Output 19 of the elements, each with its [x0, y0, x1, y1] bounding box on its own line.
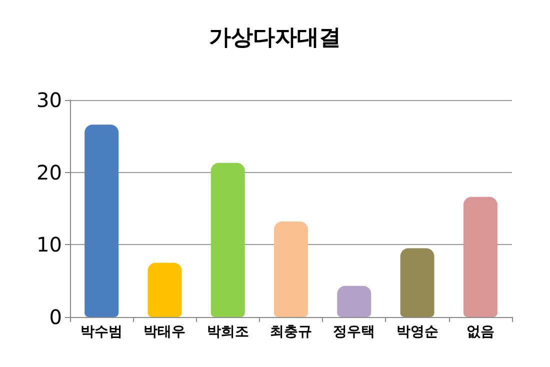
chart-title: 가상다자대결	[209, 26, 341, 50]
x-tick-label: 최충규	[270, 324, 312, 340]
x-tick-label: 박태우	[144, 324, 186, 340]
bar	[274, 222, 308, 317]
bar	[400, 248, 434, 317]
y-tick-label: 30	[36, 88, 62, 112]
y-tick-label: 0	[49, 305, 62, 329]
y-tick-label: 20	[36, 160, 62, 184]
bar	[148, 262, 182, 317]
bar	[84, 124, 119, 317]
x-tick-label: 박영순	[396, 324, 438, 340]
bar	[463, 196, 498, 317]
bar	[337, 286, 372, 317]
bar	[210, 162, 245, 317]
x-tick-label: 없음	[466, 324, 494, 340]
x-tick-label: 정우택	[333, 324, 376, 340]
x-tick-label: 박희조	[206, 324, 249, 340]
x-tick-label: 박수범	[80, 324, 123, 340]
y-tick-label: 10	[36, 232, 62, 257]
